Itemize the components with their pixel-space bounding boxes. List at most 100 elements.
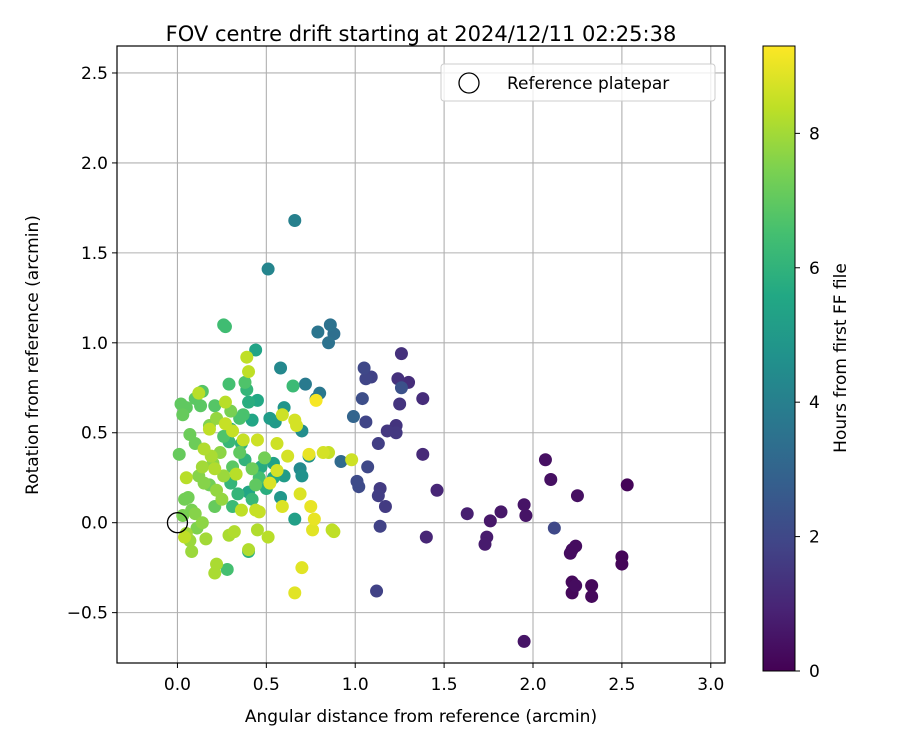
- scatter-point: [250, 433, 264, 447]
- scatter-point: [195, 460, 209, 474]
- scatter-point: [288, 213, 302, 227]
- scatter-point: [233, 446, 247, 460]
- scatter-point: [585, 579, 599, 593]
- scatter-point: [430, 483, 444, 497]
- scatter-point: [236, 433, 250, 447]
- scatter-point: [298, 377, 312, 391]
- scatter-point: [245, 492, 259, 506]
- scatter-point: [192, 386, 206, 400]
- scatter-point: [179, 471, 193, 485]
- scatter-point: [245, 462, 259, 476]
- scatter-point: [286, 379, 300, 393]
- scatter-point: [208, 462, 222, 476]
- scatter-point: [569, 579, 583, 593]
- grid: [117, 46, 725, 663]
- scatter-point: [517, 498, 531, 512]
- scatter-point: [249, 343, 263, 357]
- scatter-point: [547, 521, 561, 535]
- scatter-point: [178, 530, 192, 544]
- scatter-point: [293, 487, 307, 501]
- scatter-point: [585, 589, 599, 603]
- scatter-point: [258, 451, 272, 465]
- scatter-point: [218, 395, 232, 409]
- scatter-point: [222, 377, 236, 391]
- y-axis-ticks: −0.5 0.0 0.5 1.0 1.5 2.0 2.5: [67, 64, 117, 624]
- scatter-point: [309, 393, 323, 407]
- scatter-point: [270, 437, 284, 451]
- scatter-point: [357, 361, 371, 375]
- plot-frame: [116, 45, 726, 664]
- scatter-point: [311, 325, 325, 339]
- scatter-point: [252, 505, 266, 519]
- scatter-point: [208, 399, 222, 413]
- scatter-point: [355, 392, 369, 406]
- scatter-point: [229, 467, 243, 481]
- x-axis-label: Angular distance from reference (arcmin): [245, 707, 597, 727]
- colorbar-tick-label: 2: [809, 528, 820, 548]
- y-tick-label: 1.5: [81, 244, 108, 264]
- scatter-point: [188, 507, 202, 521]
- scatter-point: [359, 372, 373, 386]
- y-tick-label: 1.0: [81, 334, 108, 354]
- scatter-point: [322, 336, 336, 350]
- scatter-point: [242, 365, 256, 379]
- scatter-point: [323, 318, 337, 332]
- x-tick-label: 2.0: [519, 675, 546, 695]
- scatter-point: [519, 508, 533, 522]
- scatter-points: [172, 213, 634, 648]
- scatter-point: [295, 469, 309, 483]
- legend-box: [440, 63, 716, 102]
- scatter-point: [274, 361, 288, 375]
- colorbar-tick-label: 8: [809, 124, 820, 144]
- x-tick-label: 0.5: [253, 675, 280, 695]
- legend-marker-open-circle: [458, 72, 480, 94]
- scatter-point: [238, 375, 252, 389]
- scatter-point: [288, 512, 302, 526]
- legend: Reference platepar: [440, 63, 716, 102]
- x-tick-label: 0.0: [164, 675, 191, 695]
- scatter-point: [304, 500, 318, 514]
- scatter-point: [615, 557, 629, 571]
- scatter-point: [281, 449, 295, 463]
- y-axis-label: Rotation from reference (arcmin): [23, 215, 43, 495]
- y-tick-label: 2.0: [81, 154, 108, 174]
- scatter-point: [345, 453, 359, 467]
- scatter-point: [220, 562, 234, 576]
- scatter-point: [538, 453, 552, 467]
- scatter-point: [394, 381, 408, 395]
- scatter-point: [361, 460, 375, 474]
- scatter-point: [202, 422, 216, 436]
- scatter-point: [517, 634, 531, 648]
- scatter-point: [373, 519, 387, 533]
- scatter-point: [378, 500, 392, 514]
- scatter-point: [174, 397, 188, 411]
- x-tick-label: 2.5: [608, 675, 635, 695]
- scatter-point: [217, 469, 231, 483]
- reference-point: [166, 512, 189, 534]
- scatter-point: [393, 397, 407, 411]
- scatter-point: [249, 478, 263, 492]
- scatter-point: [416, 392, 430, 406]
- scatter-point: [620, 478, 634, 492]
- scatter-point: [240, 350, 254, 364]
- scatter-point: [316, 446, 330, 460]
- scatter-point: [334, 455, 348, 469]
- colorbar-label: Hours from first FF file: [831, 263, 851, 453]
- scatter-point: [217, 318, 231, 332]
- scatter-point: [215, 492, 229, 506]
- colorbar-tick-label: 0: [809, 662, 820, 682]
- scatter-point: [227, 525, 241, 539]
- scatter-point: [250, 523, 264, 537]
- x-tick-label: 1.0: [342, 675, 369, 695]
- y-tick-label: 2.5: [81, 64, 108, 84]
- scatter-point: [371, 437, 385, 451]
- scatter-point: [233, 411, 247, 425]
- scatter-point: [242, 543, 256, 557]
- colorbar-tick-label: 6: [809, 259, 820, 279]
- scatter-point: [178, 492, 192, 506]
- scatter-point: [172, 447, 186, 461]
- scatter-point: [288, 586, 302, 600]
- scatter-point: [261, 530, 275, 544]
- x-tick-label: 3.0: [697, 675, 724, 695]
- scatter-point: [234, 503, 248, 517]
